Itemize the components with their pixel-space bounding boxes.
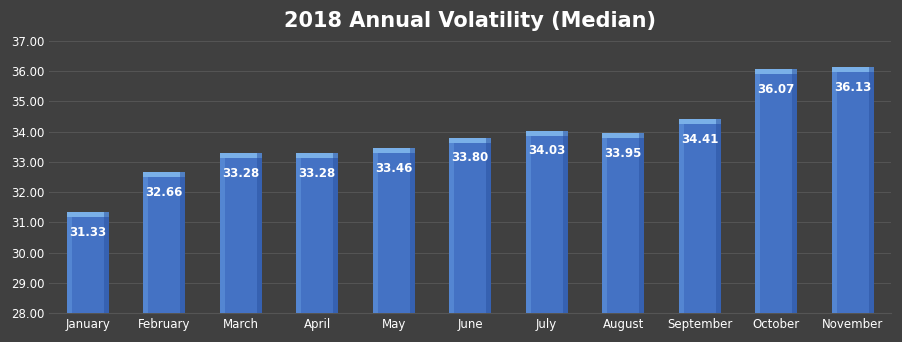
Bar xyxy=(603,133,644,138)
Bar xyxy=(449,138,492,143)
Bar xyxy=(755,69,797,313)
Text: 33.28: 33.28 xyxy=(222,167,260,180)
Bar xyxy=(640,133,644,313)
Bar xyxy=(449,138,455,313)
Bar xyxy=(373,148,378,313)
Bar xyxy=(296,154,338,158)
Bar xyxy=(832,67,837,313)
Bar xyxy=(715,119,721,313)
Bar xyxy=(143,172,185,313)
Text: 36.13: 36.13 xyxy=(834,81,871,94)
Bar xyxy=(563,131,567,313)
Bar xyxy=(220,154,262,158)
Bar xyxy=(296,154,338,313)
Bar xyxy=(869,67,874,313)
Text: 33.28: 33.28 xyxy=(299,167,336,180)
Bar xyxy=(755,69,760,313)
Bar xyxy=(526,131,567,136)
Bar xyxy=(678,119,721,124)
Text: 36.07: 36.07 xyxy=(758,83,795,96)
Bar xyxy=(104,212,109,313)
Bar xyxy=(220,154,225,313)
Bar xyxy=(67,212,109,217)
Bar xyxy=(296,154,301,313)
Bar xyxy=(678,119,721,313)
Bar xyxy=(410,148,415,313)
Bar xyxy=(526,131,530,313)
Bar xyxy=(257,154,262,313)
Bar xyxy=(449,138,492,313)
Bar xyxy=(333,154,338,313)
Text: 33.95: 33.95 xyxy=(604,147,642,160)
Bar xyxy=(220,154,262,313)
Bar xyxy=(526,131,567,313)
Bar xyxy=(755,69,797,74)
Text: 31.33: 31.33 xyxy=(69,226,106,239)
Title: 2018 Annual Volatility (Median): 2018 Annual Volatility (Median) xyxy=(284,11,656,31)
Bar xyxy=(180,172,185,313)
Bar xyxy=(143,172,148,313)
Bar xyxy=(792,69,797,313)
Bar xyxy=(373,148,415,313)
Text: 33.46: 33.46 xyxy=(375,162,412,175)
Text: 33.80: 33.80 xyxy=(452,151,489,164)
Bar xyxy=(603,133,644,313)
Bar xyxy=(67,212,109,313)
Bar xyxy=(678,119,684,313)
Bar xyxy=(373,148,415,153)
Text: 32.66: 32.66 xyxy=(145,186,183,199)
Bar xyxy=(143,172,185,177)
Bar xyxy=(832,67,874,313)
Bar xyxy=(603,133,607,313)
Bar xyxy=(486,138,492,313)
Bar xyxy=(832,67,874,72)
Text: 34.41: 34.41 xyxy=(681,133,718,146)
Text: 34.03: 34.03 xyxy=(528,144,566,157)
Bar xyxy=(67,212,72,313)
